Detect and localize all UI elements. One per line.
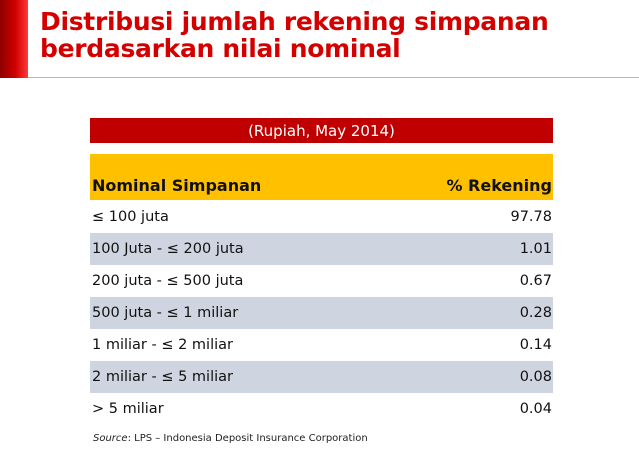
cell-nominal: 2 miliar - ≤ 5 miliar <box>92 369 233 385</box>
cell-percent: 0.67 <box>519 273 552 289</box>
cell-nominal: 500 juta - ≤ 1 miliar <box>92 305 239 321</box>
cell-percent: 97.78 <box>510 208 552 225</box>
cell-percent: 0.08 <box>519 369 552 385</box>
header-percent-rekening: % Rekening <box>446 176 552 195</box>
table-row: 200 juta - ≤ 500 juta 0.67 <box>90 265 553 297</box>
cell-percent: 0.28 <box>519 305 552 321</box>
cell-nominal: 1 miliar - ≤ 2 miliar <box>92 337 233 353</box>
source-label: Source <box>93 433 128 444</box>
cell-nominal: 100 Juta - ≤ 200 juta <box>92 241 244 257</box>
cell-percent: 0.14 <box>519 337 552 353</box>
table-row: ≤ 100 juta 97.78 <box>90 200 553 233</box>
source-text: : LPS – Indonesia Deposit Insurance Corp… <box>127 433 368 444</box>
distribution-table: (Rupiah, May 2014) Nominal Simpanan % Re… <box>90 118 553 425</box>
header-nominal-simpanan: Nominal Simpanan <box>92 176 262 195</box>
cell-percent: 0.04 <box>519 401 552 417</box>
table-row: > 5 miliar 0.04 <box>90 393 553 425</box>
table-row: 1 miliar - ≤ 2 miliar 0.14 <box>90 329 553 361</box>
table-row: 100 Juta - ≤ 200 juta 1.01 <box>90 233 553 265</box>
table-header-row: Nominal Simpanan % Rekening <box>90 154 553 200</box>
cell-nominal: > 5 miliar <box>92 401 164 417</box>
page-title-line-1: Distribusi jumlah rekening simpanan <box>40 7 549 36</box>
title-divider <box>28 77 639 78</box>
table-caption: (Rupiah, May 2014) <box>90 118 553 143</box>
cell-percent: 1.01 <box>519 241 552 257</box>
table-row: 500 juta - ≤ 1 miliar 0.28 <box>90 297 553 329</box>
page-title: Distribusi jumlah rekening simpanan berd… <box>40 8 630 62</box>
source-note: Source: LPS – Indonesia Deposit Insuranc… <box>93 433 368 444</box>
table-row: 2 miliar - ≤ 5 miliar 0.08 <box>90 361 553 393</box>
page-title-line-2: berdasarkan nilai nominal <box>40 34 401 63</box>
cell-nominal: ≤ 100 juta <box>92 208 169 225</box>
title-accent-bar <box>0 0 28 78</box>
table-spacer <box>90 143 553 154</box>
cell-nominal: 200 juta - ≤ 500 juta <box>92 273 244 289</box>
